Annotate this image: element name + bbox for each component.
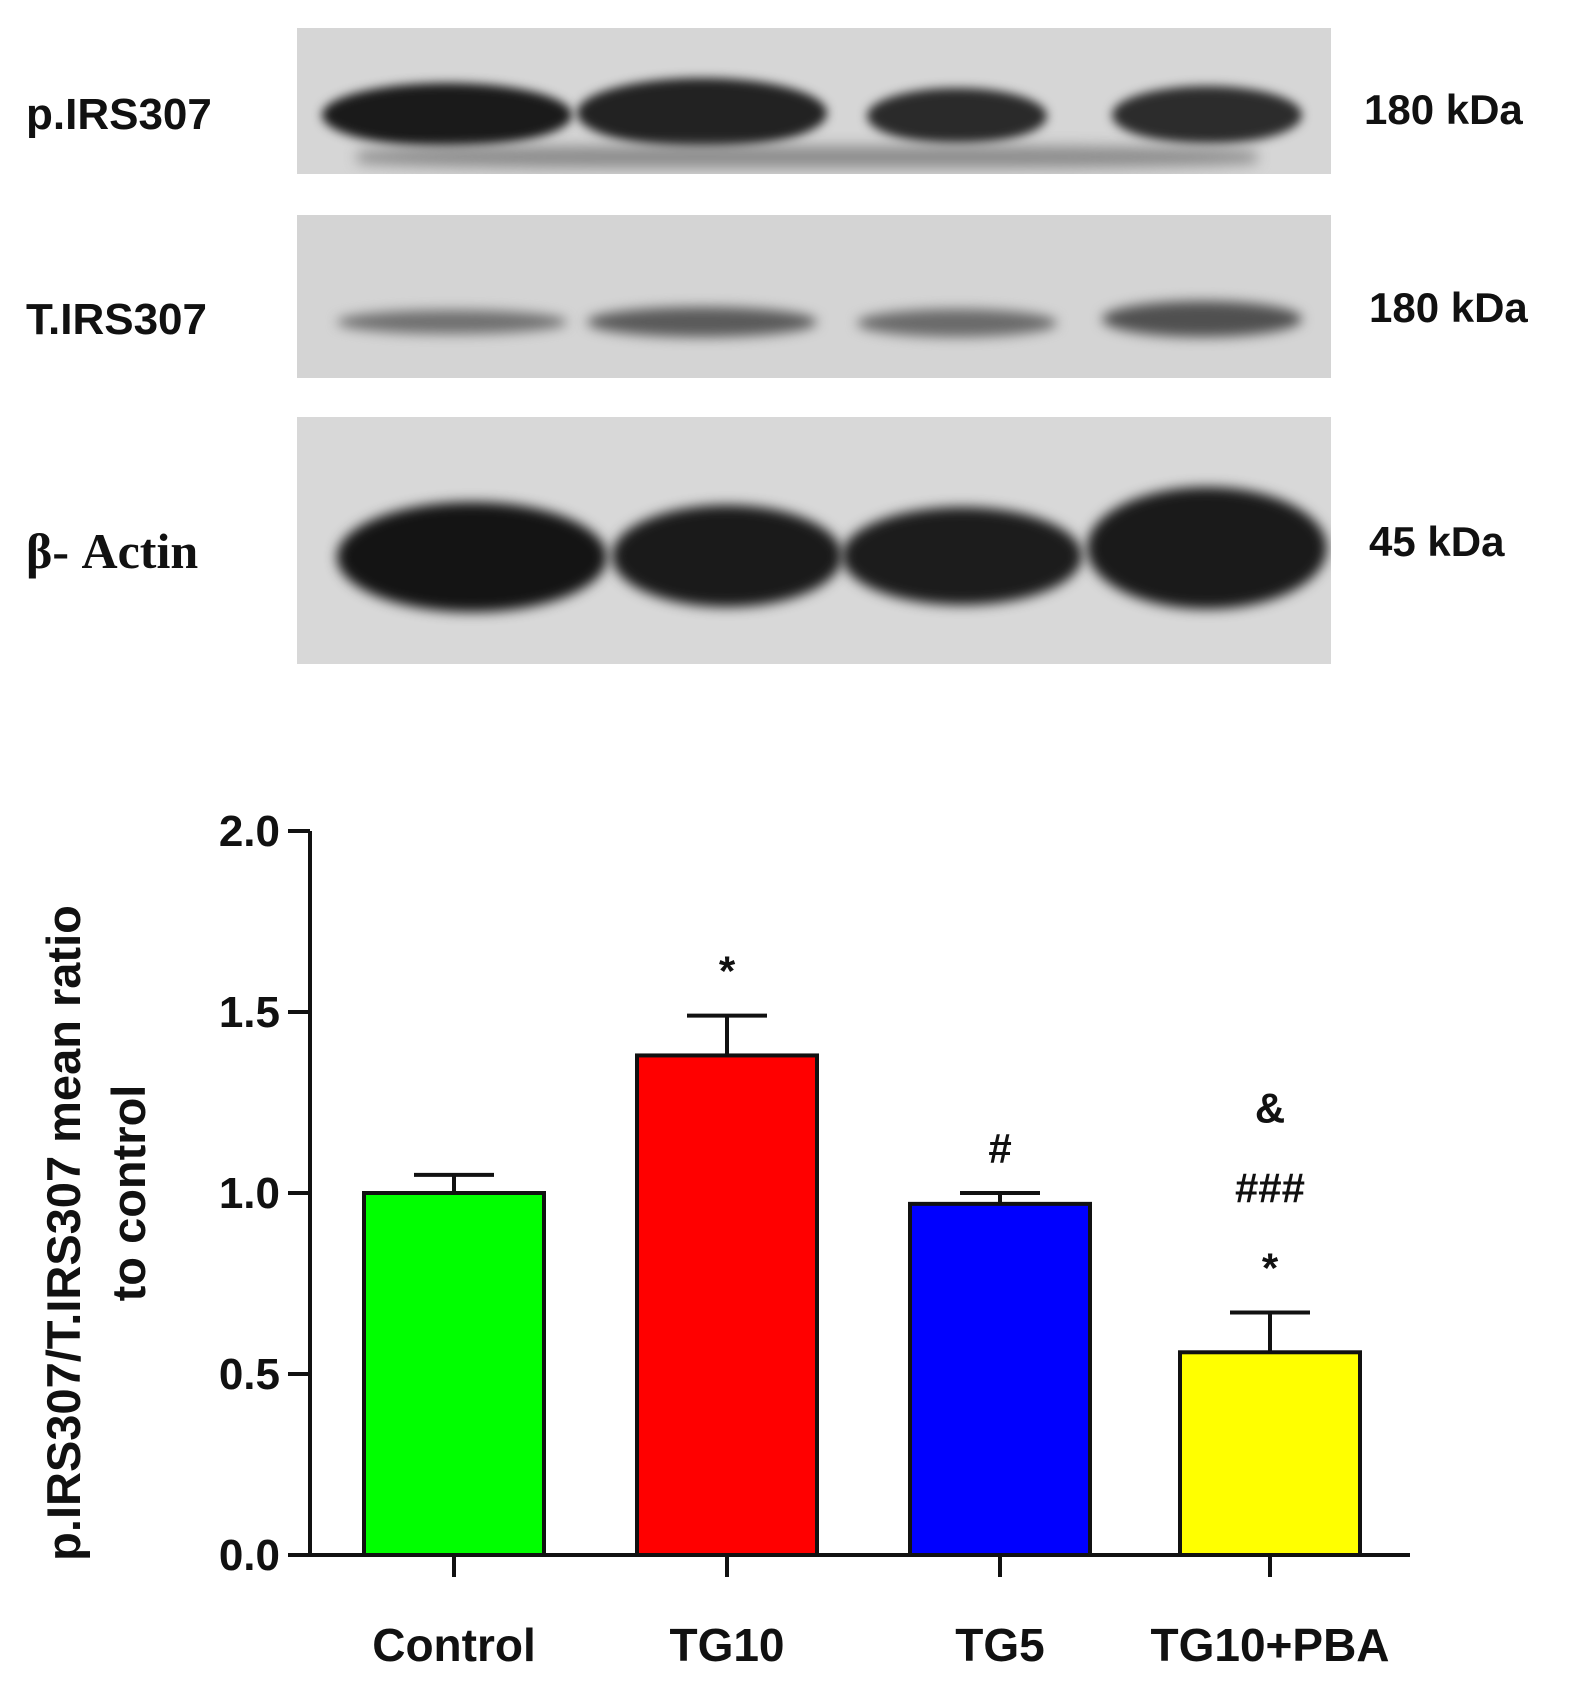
blot-band xyxy=(577,78,827,148)
y-tick-label: 0.0 xyxy=(219,1531,280,1580)
significance-marker: * xyxy=(1262,1244,1279,1291)
blot-label-p-irs307: p.IRS307 xyxy=(26,90,212,139)
bar-tg5 xyxy=(908,1201,1092,1557)
blot-band xyxy=(612,505,842,607)
significance-marker: ### xyxy=(1235,1164,1305,1211)
blot-panel-p-irs307 xyxy=(297,28,1331,174)
blot-label-beta-actin: β- Actin xyxy=(26,523,199,579)
blot-label-t-irs307: T.IRS307 xyxy=(26,295,207,344)
y-axis-label-line-1: p.IRS307/T.IRS307 mean ratio xyxy=(37,905,90,1561)
blot-band xyxy=(337,502,607,612)
blot-band xyxy=(1087,487,1327,609)
blot-band xyxy=(1102,301,1302,337)
significance-marker: & xyxy=(1255,1084,1285,1131)
blot-kda-beta-actin: 45 kDa xyxy=(1369,518,1505,565)
blot-band xyxy=(857,309,1057,337)
x-tick-label: TG10 xyxy=(669,1619,784,1671)
significance-marker: # xyxy=(988,1125,1011,1172)
blot-band xyxy=(587,307,817,337)
blot-kda-p-irs307: 180 kDa xyxy=(1364,86,1523,133)
bar-chart: 0.0 0.5 1.0 1.5 2.0 p.IRS307/T.IRS307 mean ra… xyxy=(37,807,1410,1671)
significance-marker: * xyxy=(719,948,736,995)
x-tick-label: TG10+PBA xyxy=(1150,1619,1389,1671)
blot-panel-t-irs307 xyxy=(297,215,1331,378)
blot-panel-beta-actin xyxy=(297,417,1331,664)
blot-kda-t-irs307: 180 kDa xyxy=(1369,284,1528,331)
blot-band xyxy=(1112,86,1302,144)
bar-tg10-pba xyxy=(1178,1350,1362,1558)
y-tick-label: 2.0 xyxy=(219,807,280,856)
y-axis-label-line-2: to control xyxy=(102,1085,155,1302)
bar-tg10 xyxy=(635,1053,819,1557)
blot-band xyxy=(842,507,1082,605)
bar-control xyxy=(362,1191,546,1557)
y-tick-label: 0.5 xyxy=(219,1350,280,1399)
x-tick-label: Control xyxy=(372,1619,536,1671)
blot-band-faint xyxy=(357,146,1257,168)
y-tick-label: 1.0 xyxy=(219,1169,280,1218)
x-tick-label: TG5 xyxy=(955,1619,1044,1671)
blot-band xyxy=(867,88,1047,144)
chart-bars xyxy=(362,1013,1362,1558)
blot-band xyxy=(322,83,572,147)
blot-band xyxy=(337,310,567,334)
chart-labels: 0.0 0.5 1.0 1.5 2.0 p.IRS307/T.IRS307 mean ra… xyxy=(37,807,1390,1671)
y-tick-label: 1.5 xyxy=(219,988,280,1037)
y-axis-label: p.IRS307/T.IRS307 mean ratio to control xyxy=(37,905,155,1561)
